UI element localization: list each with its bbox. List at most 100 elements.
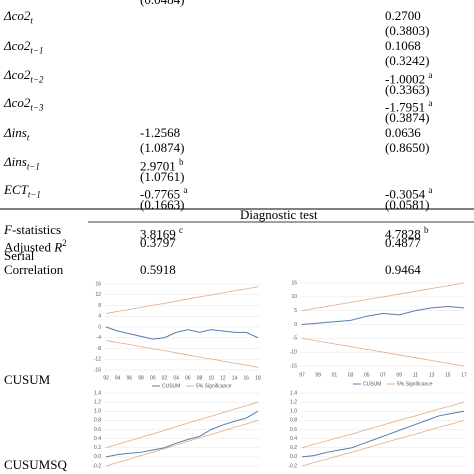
y-tick-label: 1.4	[290, 390, 297, 396]
y-tick-label: 1.2	[94, 399, 101, 405]
stability-label: CUSUMSQ	[4, 457, 67, 472]
label-base: Δins	[4, 154, 27, 169]
y-tick-label: -4	[97, 335, 102, 341]
label-sub: t−1	[26, 161, 40, 172]
significance-mark: a	[428, 70, 433, 80]
y-tick-label: -0.2	[92, 463, 101, 469]
std-error: (0.0581)	[385, 197, 430, 212]
y-tick-label: -12	[94, 357, 101, 363]
x-tick-label: 16	[244, 375, 250, 381]
diagnostic-header: Diagnostic test	[240, 207, 318, 222]
series-line	[105, 401, 259, 449]
coef-2: -1.7951	[385, 99, 426, 115]
diag-2: 0.4877	[385, 236, 421, 250]
x-tick-label: 08	[197, 375, 203, 381]
coef-1: -1.2568	[140, 126, 180, 140]
std-error: (1.0761)	[140, 170, 184, 184]
stability-label: CUSUM	[4, 373, 50, 387]
diag-label: F-statistics	[4, 223, 61, 237]
coef-2: 0.1068	[385, 39, 421, 53]
y-tick-label: 1.4	[94, 390, 101, 396]
row-label: Δco2t−3	[4, 96, 43, 115]
y-tick-label: 0.6	[290, 427, 297, 433]
std-error: (0.3803)	[385, 24, 429, 38]
x-tick-label: 18	[255, 375, 261, 381]
coef-1: -0.7765	[140, 186, 181, 202]
label-base: Δins	[4, 125, 27, 140]
label: Correlation	[4, 262, 64, 277]
coef-1: -0.7765 a	[140, 183, 187, 201]
row-label: Δco2t−1	[4, 39, 43, 58]
y-tick-label: -5	[293, 336, 298, 342]
x-tick-label: 99	[315, 372, 321, 378]
series-line	[105, 419, 259, 467]
diag-2: 4.7828	[385, 226, 421, 242]
label-sub: t−3	[30, 102, 44, 113]
x-tick-label: 09	[396, 372, 402, 378]
x-tick-label: 94	[115, 375, 121, 381]
y-tick-label: 0.4	[290, 436, 297, 442]
y-tick-label: 0.6	[94, 427, 101, 433]
y-tick-label: 16	[95, 281, 101, 287]
row-label: Δco2t−2	[4, 68, 43, 87]
diag-1: 3.8169	[140, 226, 176, 242]
x-tick-label: 04	[173, 375, 179, 381]
significance-mark: b	[179, 157, 184, 167]
x-tick-label: 14	[232, 375, 238, 381]
series-line	[105, 286, 259, 314]
legend-label: CUSUM	[162, 383, 180, 389]
x-tick-label: 00	[150, 375, 156, 381]
series-line	[301, 306, 465, 325]
coef-1: -1.2568	[140, 125, 181, 140]
label-base: ECT	[4, 182, 28, 197]
x-tick-label: 10	[208, 375, 214, 381]
label-base: Δco2	[4, 95, 31, 110]
y-tick-label: -15	[290, 363, 297, 369]
std-error: (0.3363)	[385, 83, 429, 97]
std-error: (1.0761)	[140, 169, 185, 184]
x-tick-label: 92	[103, 375, 109, 381]
coef-2: -0.3054 a	[385, 183, 432, 201]
coef-2: 0.0636	[385, 125, 421, 140]
significance-mark: a	[428, 185, 433, 195]
y-tick-label: 1.0	[290, 409, 297, 415]
y-tick-label: 0.0	[290, 454, 297, 460]
y-tick-label: 0.4	[94, 436, 101, 442]
std-error: (0.3874)	[385, 111, 429, 125]
y-tick-label: 8	[98, 303, 101, 309]
std-error: (0.3242)	[385, 54, 429, 68]
std-error: (1.0874)	[140, 140, 185, 155]
diag-1: 0.3797	[140, 236, 176, 250]
y-tick-label: 4	[98, 314, 101, 320]
diag-label: Correlation	[4, 263, 63, 277]
series-line	[301, 337, 465, 367]
legend-label: 5% Significance	[196, 383, 232, 389]
coef-2: 0.1068	[385, 38, 421, 53]
x-tick-label: 15	[445, 372, 451, 378]
y-tick-label: 0	[294, 322, 297, 328]
std-error: (0.0484)	[140, 0, 184, 7]
x-tick-label: 05	[364, 372, 370, 378]
std-error: (0.1663)	[140, 198, 184, 212]
x-tick-label: 98	[138, 375, 144, 381]
legend-label: 5% Significance	[397, 381, 433, 387]
diag-2: 0.9464	[385, 262, 421, 277]
y-tick-label: -16	[94, 367, 101, 373]
label-sub: t−1	[27, 189, 41, 200]
label-sub: t−1	[30, 45, 44, 56]
y-tick-label: 0.8	[94, 418, 101, 424]
significance-mark: b	[424, 225, 429, 235]
std-error: (0.3803)	[385, 23, 430, 38]
stability-label: CUSUMSQ	[4, 458, 67, 472]
row-label: Δinst−1	[4, 155, 40, 174]
diag-2: 0.4877	[385, 235, 421, 250]
coef-2: 0.2700	[385, 9, 421, 23]
diag-1: 3.8169 c	[140, 223, 183, 241]
coef-1: 2.9701 b	[140, 155, 184, 173]
label-sub: t−2	[30, 74, 44, 85]
y-tick-label: 1.2	[290, 399, 297, 405]
label: Serial	[4, 248, 35, 263]
coef-2: -0.3054	[385, 186, 426, 202]
